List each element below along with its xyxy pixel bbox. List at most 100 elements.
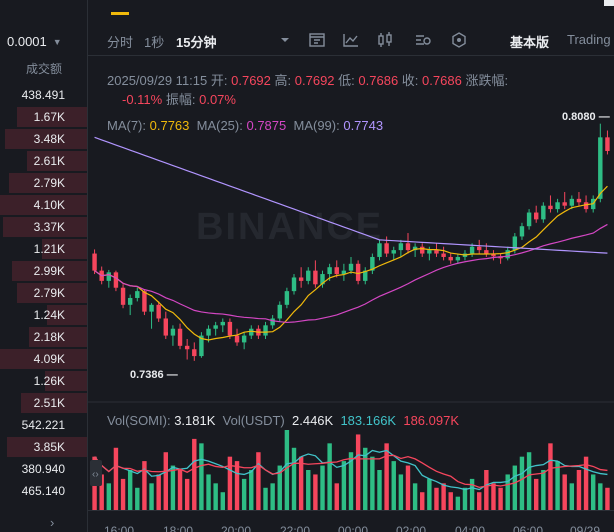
volume-bar	[306, 470, 311, 510]
volume-bar	[484, 470, 489, 510]
pane-collapse-button[interactable]	[90, 460, 102, 486]
hexagon-icon[interactable]	[450, 31, 468, 49]
volume-bar	[562, 474, 567, 510]
order-book-volume: 2.99K	[33, 264, 65, 278]
time-tick: 00:00	[338, 524, 369, 532]
candle-body	[526, 212, 532, 227]
volume-bar	[491, 483, 496, 510]
candlestick-chart[interactable]: ‹›	[88, 60, 614, 510]
candle-body	[320, 274, 325, 285]
chevron-right-icon[interactable]: ›	[50, 515, 55, 530]
volume-bar	[220, 492, 225, 510]
order-book-row[interactable]: 1.24K	[0, 304, 87, 326]
order-book-row[interactable]: 3.37K	[0, 216, 87, 238]
candle-body	[562, 202, 567, 206]
ma25-value: 0.7875	[246, 118, 287, 133]
line-chart-icon[interactable]	[342, 31, 360, 49]
order-book-volume: 1.24K	[33, 308, 65, 322]
time-tick: 18:00	[163, 524, 194, 532]
interval-1s[interactable]: 1秒	[144, 35, 165, 50]
candle-body	[391, 250, 396, 254]
time-tick: 20:00	[221, 524, 252, 532]
price-label-high-text: 0.8080	[562, 111, 596, 123]
volume-bar	[498, 487, 503, 510]
ma7-label: MA(7):	[107, 118, 146, 133]
view-trading[interactable]: Trading	[567, 32, 611, 47]
candle-body	[284, 291, 290, 305]
order-book-volume: 380.940	[21, 462, 65, 476]
volume-column-header: 成交额	[26, 62, 63, 76]
volume-bar	[512, 465, 518, 510]
chevron-down-icon[interactable]	[276, 31, 294, 49]
volume-bar	[355, 434, 361, 510]
ma25-line	[94, 223, 608, 324]
order-book-row[interactable]: 465.140	[0, 480, 87, 502]
candle-body	[363, 270, 368, 281]
candle-datetime: 2025/09/29 11:15	[107, 73, 208, 88]
candle-body	[277, 304, 282, 319]
candle-body	[263, 325, 268, 336]
volume-bar	[135, 487, 140, 510]
order-book-row[interactable]: 3.48K	[0, 128, 87, 150]
order-book-row[interactable]: 1.21K	[0, 238, 87, 260]
volume-bar	[405, 465, 411, 510]
open-value: 0.7692	[231, 73, 271, 88]
volume-bar	[127, 470, 133, 510]
time-axis: 16:00 18:00 20:00 22:00 00:00 02:00 04:00 06:00…	[88, 510, 614, 532]
interval-time[interactable]: 分时	[107, 35, 134, 50]
ma99-line	[94, 136, 608, 254]
ohlc-info-line-2: -0.11% 振幅: 0.07%	[122, 89, 236, 108]
candle-body	[156, 304, 161, 319]
candle-body	[533, 212, 539, 220]
candle-body	[370, 256, 375, 271]
order-book-row[interactable]: 2.99K	[0, 260, 87, 282]
view-basic[interactable]: 基本版	[510, 35, 550, 50]
volume-bar	[583, 456, 589, 510]
order-book-row[interactable]: 1.26K	[0, 370, 87, 392]
order-book-row[interactable]: 438.491	[0, 84, 87, 106]
order-book-row[interactable]: 2.79K	[0, 282, 87, 304]
price-label-low-text: 0.7386	[130, 369, 164, 381]
volume-bar	[177, 470, 183, 510]
order-book-row[interactable]: 2.18K	[0, 326, 87, 348]
order-book-row[interactable]: 2.61K	[0, 150, 87, 172]
volume-bar	[569, 483, 575, 510]
volume-bar	[441, 483, 446, 510]
change-value: -0.11%	[122, 92, 163, 107]
change-label: 涨跌幅:	[465, 73, 509, 88]
candle-body	[377, 243, 382, 257]
order-book-row[interactable]: 2.79K	[0, 172, 87, 194]
order-book-row[interactable]: 542.221	[0, 414, 87, 436]
precision-value: 0.0001	[7, 34, 47, 49]
order-book-row[interactable]: 3.85K	[0, 436, 87, 458]
candle-body	[241, 335, 247, 343]
order-book-row[interactable]: 380.940	[0, 458, 87, 480]
order-book-row[interactable]: 4.09K	[0, 348, 87, 370]
volume-bar	[241, 478, 247, 510]
candle-body	[491, 253, 496, 257]
volume-bar	[420, 492, 425, 510]
settings-icon[interactable]	[414, 31, 432, 49]
watermark-logo: BINANCE	[196, 206, 384, 248]
candle-body	[184, 345, 190, 350]
interval-15m[interactable]: 15分钟	[176, 35, 217, 50]
volume-bar	[455, 496, 461, 510]
candle-body	[142, 291, 147, 312]
candle-icon[interactable]	[376, 31, 394, 49]
order-book-row[interactable]: 4.10K	[0, 194, 87, 216]
order-book-volume: 3.85K	[33, 440, 65, 454]
volume-bar	[142, 461, 147, 510]
candle-body	[334, 267, 339, 275]
indicator-icon[interactable]	[308, 31, 326, 49]
candle-body	[135, 291, 140, 298]
vol-somi-value: 3.181K	[174, 413, 216, 428]
order-book-row[interactable]: 1.67K	[0, 106, 87, 128]
volume-bar	[163, 452, 169, 510]
candle-body	[163, 318, 169, 336]
order-book-row[interactable]: 2.51K	[0, 392, 87, 414]
precision-select[interactable]: 0.0001 ▼	[7, 34, 62, 49]
candle-body	[434, 250, 439, 254]
volume-bar	[598, 483, 603, 510]
candle-body	[113, 272, 119, 288]
depth-bar	[45, 371, 87, 391]
